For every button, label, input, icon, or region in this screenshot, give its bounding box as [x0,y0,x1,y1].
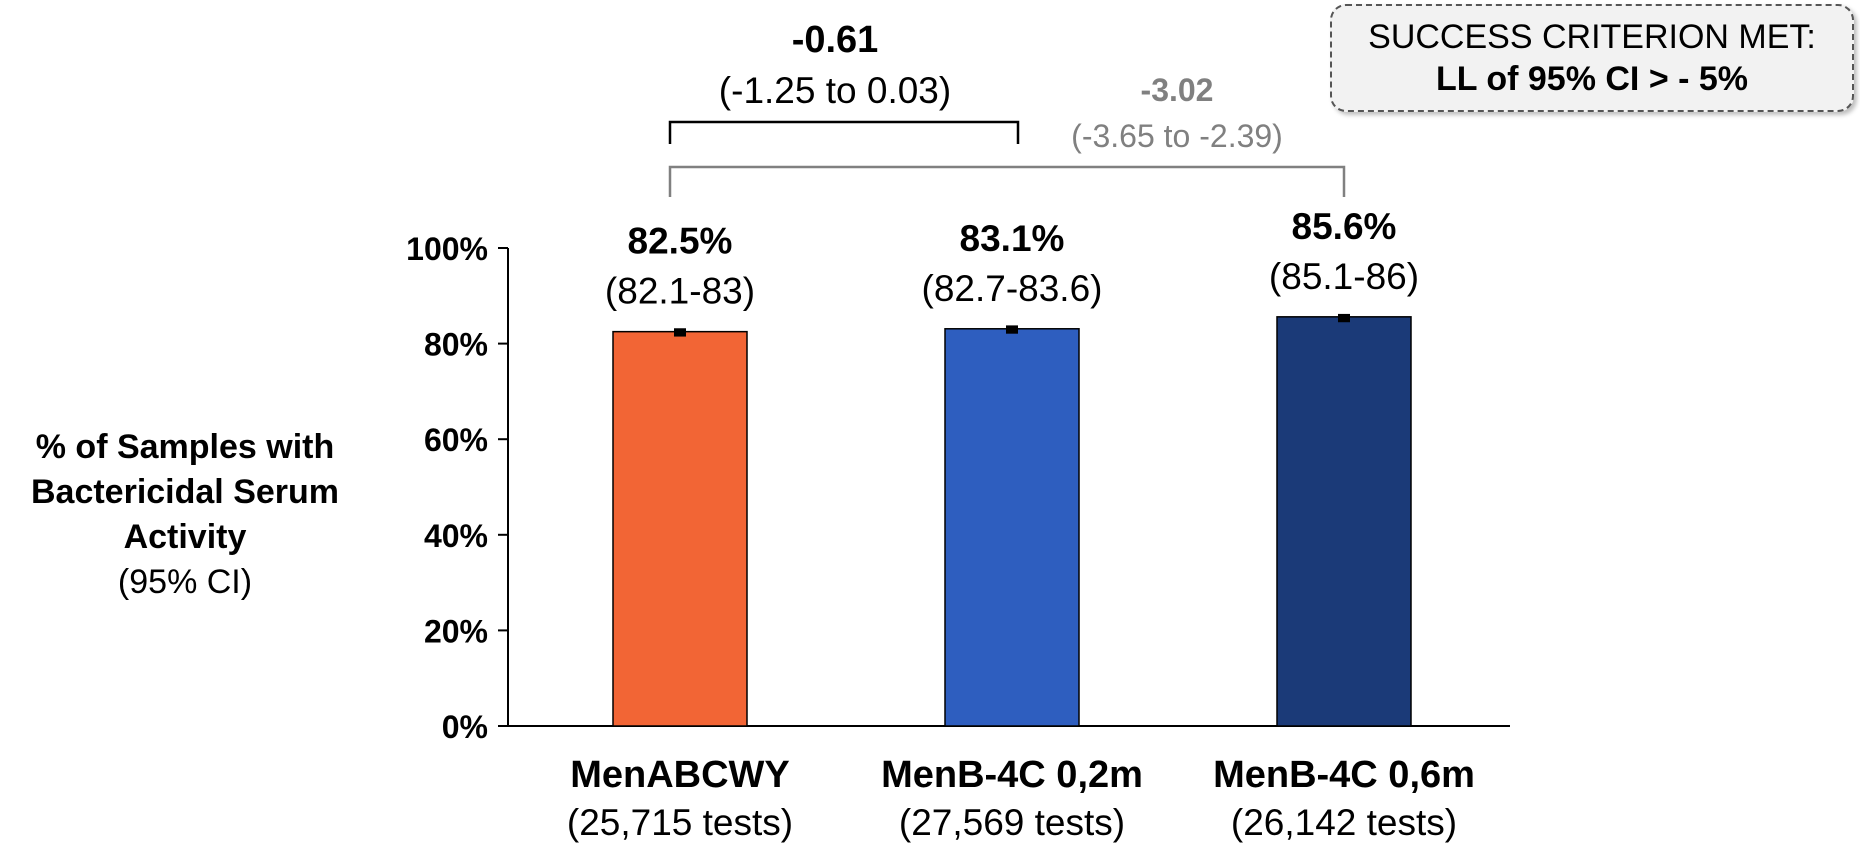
y-tick-label: 40% [424,518,488,554]
x-tick-sublabel: (27,569 tests) [899,802,1125,843]
error-bar-cap [674,328,686,337]
comparison-bracket [668,165,1346,197]
comparison-bracket [668,120,1020,144]
x-tick-sublabel: (26,142 tests) [1231,802,1457,843]
comparison-difference: -0.61 [792,19,879,61]
y-tick-label: 20% [424,613,488,649]
criterion-title: SUCCESS CRITERION MET: [1368,18,1816,56]
y-tick-label: 100% [406,231,488,267]
bar [612,330,748,727]
bar [1276,316,1412,727]
x-tick-label: MenB-4C 0,6m [1213,754,1475,796]
ci-label: (82.1-83) [605,271,755,312]
y-tick-label: 60% [424,422,488,458]
comparison-difference: -3.02 [1141,72,1214,108]
value-label: 83.1% [960,218,1065,259]
criterion-rule: LL of 95% CI > - 5% [1435,60,1749,98]
x-tick-sublabel: (25,715 tests) [567,802,793,843]
value-label: 82.5% [628,221,733,262]
y-axis-title: % of Samples with Bactericidal Serum Act… [30,428,340,556]
y-tick-label: 80% [424,327,488,363]
x-tick-label: MenABCWY [570,754,790,796]
comparison-ci: (-3.65 to -2.39) [1071,118,1283,154]
ci-label: (85.1-86) [1269,256,1419,297]
comparison-ci: (-1.25 to 0.03) [719,70,951,111]
ci-label: (82.7-83.6) [922,268,1103,309]
error-bar-cap [1338,313,1350,323]
value-label: 85.6% [1292,206,1397,247]
y-axis-unit: (95% CI) [117,563,253,601]
y-axis-label: % of Samples with Bactericidal Serum Act… [0,425,370,605]
success-criterion-box: SUCCESS CRITERION MET: LL of 95% CI > - … [1330,4,1854,112]
x-tick-label: MenB-4C 0,2m [881,754,1143,796]
error-bar-cap [1006,325,1018,334]
bar [944,328,1080,727]
y-tick-label: 0% [442,709,488,745]
